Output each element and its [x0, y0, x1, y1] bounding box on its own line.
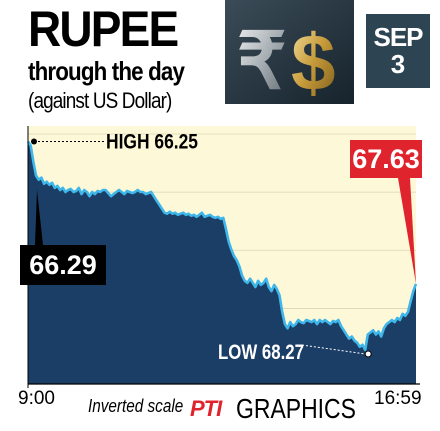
rate-series-line — [26, 140, 418, 352]
inverted-scale-note: Inverted scale — [88, 396, 184, 416]
graphics-logo-text: GRAPHICS — [236, 393, 356, 424]
currency-symbols-illustration: ₹ $ — [225, 0, 355, 104]
chart-annotations: HIGH 66.25 LOW 68.27 66.29 67.63 9:00 16:59 — [18, 130, 422, 409]
date-badge: SEP 3 — [364, 12, 432, 90]
pti-logo: PTI — [190, 396, 222, 421]
chart-plot-area — [26, 126, 420, 388]
low-label: LOW 68.27 — [218, 341, 304, 364]
date-day: 3 — [390, 49, 406, 79]
high-label: HIGH 66.25 — [106, 130, 198, 153]
low-marker — [364, 350, 372, 358]
rupee-symbol-icon: ₹ — [237, 17, 287, 104]
dollar-symbol-icon: $ — [291, 18, 336, 104]
x-tick-label-start: 9:00 — [18, 388, 55, 409]
chart-subtitle: through the day — [28, 56, 185, 86]
open-value-badge — [20, 245, 106, 285]
currency-banner-image: ₹ $ — [225, 0, 355, 104]
open-value-label: 66.29 — [29, 250, 97, 280]
chart-subtitle-currency: (against US Dollar) — [28, 88, 172, 113]
close-value-badge — [350, 140, 422, 178]
close-value-label: 67.63 — [352, 144, 420, 174]
open-badge-pointer — [35, 190, 43, 245]
x-tick-label-end: 16:59 — [374, 388, 422, 409]
date-month: SEP — [373, 21, 423, 52]
chart-title: RUPEE — [28, 1, 179, 57]
close-badge-pointer — [398, 178, 416, 284]
low-leader-line — [301, 344, 366, 355]
